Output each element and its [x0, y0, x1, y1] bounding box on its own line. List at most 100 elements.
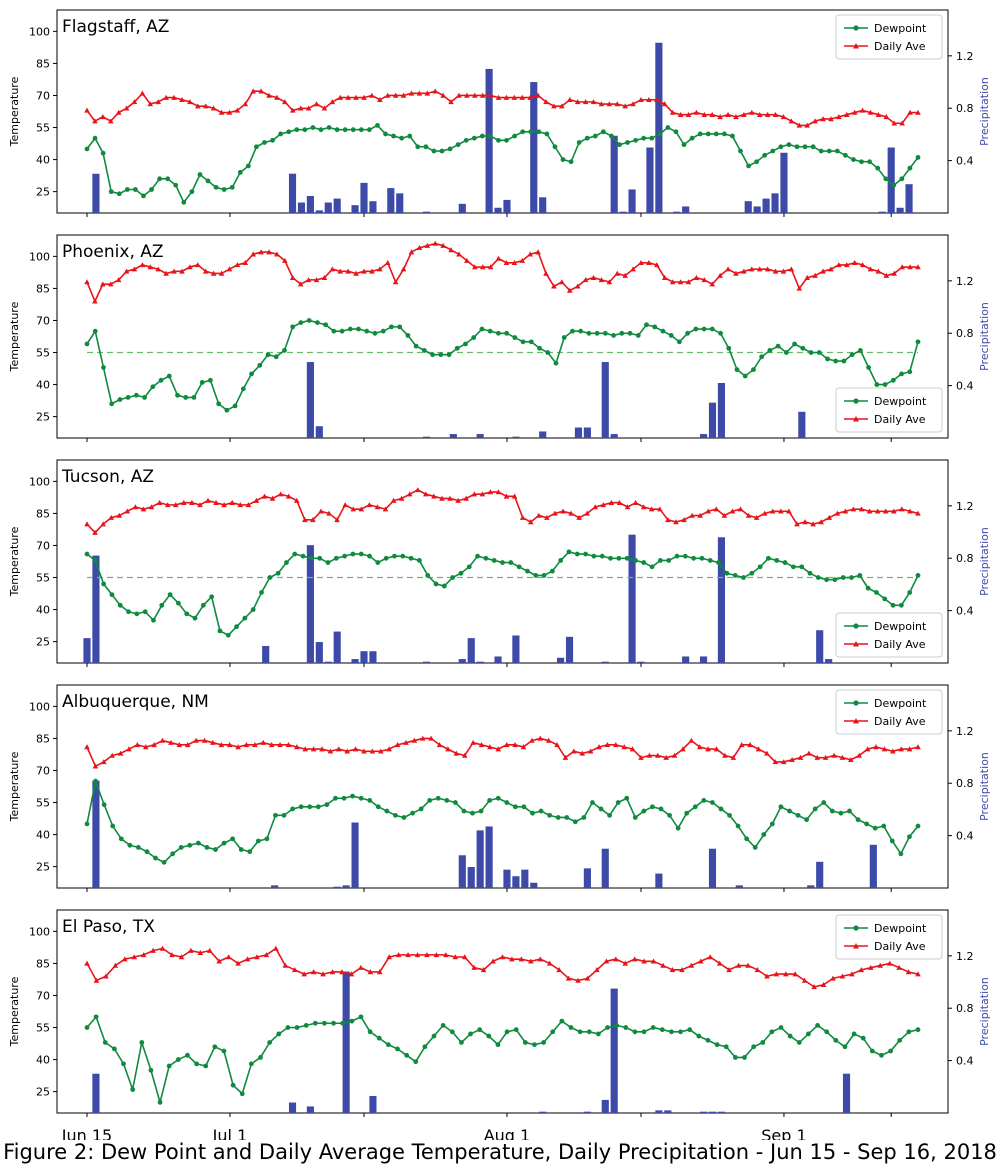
daily-ave-point: [302, 746, 309, 752]
daily-ave-point: [796, 122, 803, 128]
daily-ave-point: [741, 111, 747, 117]
daily-ave-point: [788, 266, 795, 272]
daily-ave-line: [86, 90, 918, 127]
y-axis-label: Temperature: [8, 751, 21, 822]
daily-ave-point: [163, 270, 169, 276]
dewpoint-point: [133, 187, 138, 192]
daily-ave-point: [369, 92, 375, 98]
dewpoint-point: [395, 1046, 400, 1052]
daily-ave-point: [796, 285, 803, 291]
dewpoint-point: [696, 1033, 702, 1039]
y-tick-label: 25: [36, 411, 50, 424]
dewpoint-point: [668, 333, 674, 338]
daily-ave-point: [749, 109, 755, 115]
dewpoint-point: [102, 1040, 108, 1045]
daily-ave-point: [293, 497, 300, 503]
dewpoint-line: [86, 778, 919, 864]
daily-ave-point: [414, 487, 421, 493]
legend-marker: [853, 641, 859, 647]
dewpoint-point: [84, 551, 90, 557]
daily-ave-point: [839, 973, 846, 979]
dewpoint-point: [84, 341, 90, 347]
dewpoint-point: [441, 583, 447, 589]
daily-ave-point: [677, 111, 684, 117]
precip-bar: [539, 197, 547, 213]
dewpoint-point: [684, 810, 690, 816]
dewpoint-point: [221, 1048, 227, 1054]
dewpoint-point: [721, 131, 727, 137]
dewpoint-point: [358, 795, 364, 801]
daily-ave-point: [234, 107, 241, 113]
daily-ave-point: [329, 266, 336, 272]
legend-box: [835, 689, 943, 735]
precip-bar: [315, 210, 323, 213]
dewpoint-point: [430, 352, 435, 358]
daily-ave-point: [544, 514, 550, 520]
dewpoint-point: [276, 1031, 282, 1037]
daily-ave-point: [535, 92, 541, 98]
dewpoint-point: [915, 823, 921, 829]
daily-ave-point: [646, 259, 652, 266]
daily-ave-point: [689, 512, 695, 518]
dewpoint-point: [224, 407, 230, 413]
daily-ave-point: [361, 748, 367, 754]
daily-ave-point: [487, 489, 494, 495]
dewpoint-point: [574, 551, 580, 557]
daily-ave-point: [237, 502, 244, 508]
precip-bar: [494, 656, 502, 663]
daily-ave-point: [408, 249, 415, 255]
daily-ave-point: [463, 495, 469, 501]
y-tick-label: 55: [36, 572, 50, 585]
daily-ave-point: [163, 94, 169, 100]
daily-ave-point: [374, 504, 381, 510]
panel-4: 25 40 55 70 85 100 0.4 0.8 1.2 Temperature Precipi…: [8, 909, 991, 1117]
daily-ave-point: [495, 255, 502, 261]
daily-ave-point: [116, 512, 123, 518]
daily-ave-point: [518, 956, 525, 962]
dewpoint-point: [744, 836, 750, 842]
dewpoint-point: [751, 1044, 757, 1050]
legend-label: Dewpoint: [874, 697, 927, 710]
dewpoint-point: [752, 845, 758, 850]
panel-title: Phoenix, AZ: [62, 242, 164, 262]
daily-ave-point: [864, 746, 871, 752]
dewpoint-point: [614, 1022, 620, 1028]
dewpoint-point: [200, 602, 206, 608]
dewpoint-point: [538, 808, 544, 814]
y-tick-label: 25: [36, 186, 50, 199]
y2-tick-label: 0.4: [956, 830, 974, 843]
precip-bar: [271, 885, 279, 888]
daily-ave-point: [461, 752, 468, 758]
daily-ave-point: [369, 268, 375, 274]
daily-ave-point: [358, 506, 365, 512]
dewpoint-point: [555, 815, 561, 820]
daily-ave-point: [250, 251, 256, 257]
daily-ave-point: [440, 92, 446, 98]
dewpoint-point: [608, 555, 613, 561]
precip-bar: [771, 193, 779, 213]
daily-ave-point: [830, 975, 836, 981]
precip-bar: [485, 826, 493, 888]
dewpoint-point: [666, 558, 672, 563]
dewpoint-point: [713, 131, 719, 137]
dewpoint-point: [674, 553, 680, 559]
daily-ave-point: [131, 99, 138, 105]
dewpoint-point: [367, 797, 373, 803]
dewpoint-point: [487, 328, 493, 334]
dewpoint-point: [650, 1025, 656, 1030]
daily-ave-point: [814, 754, 821, 760]
daily-ave-point: [716, 960, 723, 966]
daily-ave-point: [184, 742, 191, 748]
y-tick-label: 85: [36, 57, 50, 70]
daily-ave-point: [707, 954, 714, 960]
dewpoint-point: [84, 1025, 90, 1030]
daily-ave-line: [86, 737, 919, 768]
dewpoint-point: [258, 1055, 263, 1060]
dewpoint-point: [816, 350, 822, 355]
legend-label: Dewpoint: [874, 620, 927, 633]
daily-ave-point: [562, 754, 569, 760]
y2-axis-label: Precipitation: [978, 752, 991, 821]
dewpoint-point: [285, 1025, 291, 1030]
dewpoint-point: [125, 395, 131, 400]
dewpoint-point: [331, 1020, 336, 1026]
